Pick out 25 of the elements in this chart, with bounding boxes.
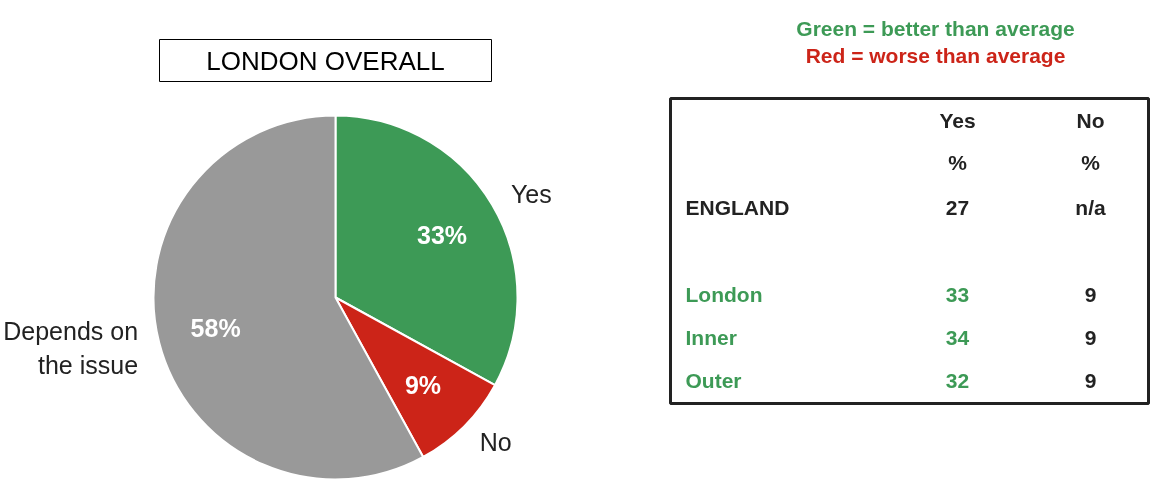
text: 9 [1084, 368, 1097, 392]
slice-label: No [479, 427, 512, 456]
text: n/a [1075, 196, 1106, 219]
category-label: London [685, 283, 763, 306]
category-label: Yes [939, 109, 976, 132]
text: 9 [1084, 282, 1097, 306]
text: % [1081, 151, 1101, 174]
text: % [948, 151, 968, 174]
text: Green = better than average [796, 17, 1075, 40]
category-label: Inner [685, 326, 737, 349]
text: 32 [945, 368, 970, 392]
data-label: 33% [417, 220, 468, 249]
category-label: No [1076, 109, 1105, 132]
chart-title: LONDON OVERALL [206, 45, 445, 76]
text: Red = worse than average [805, 44, 1066, 67]
text: 27 [945, 195, 970, 219]
data-label: 9% [404, 371, 442, 400]
slice-label: Depends on the issue [3, 317, 139, 379]
category-label: ENGLAND [685, 196, 790, 219]
data-label: 58% [190, 314, 241, 343]
text: 34 [945, 325, 970, 349]
text: 9 [1084, 325, 1097, 349]
slice-label: Yes [510, 179, 552, 208]
text: 33 [945, 282, 970, 306]
category-label: Outer [685, 369, 742, 392]
